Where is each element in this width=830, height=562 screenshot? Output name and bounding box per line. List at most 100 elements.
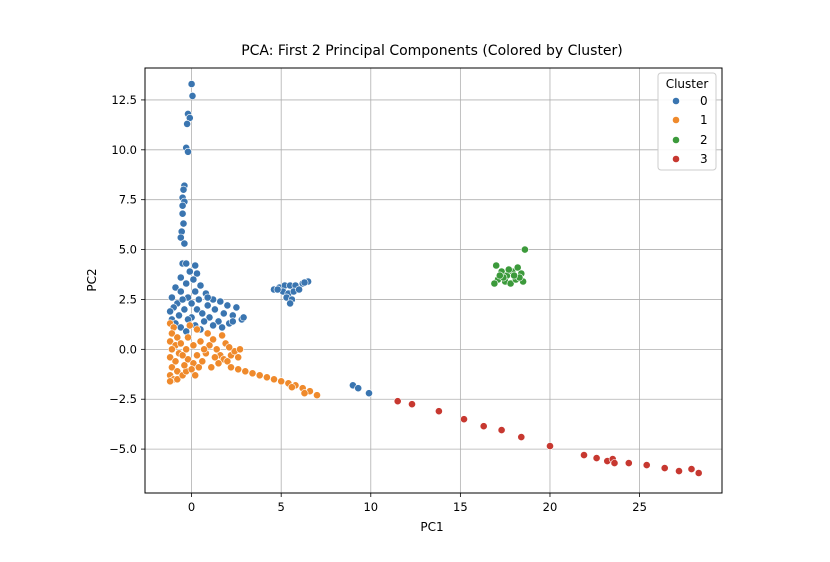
cluster-3-point bbox=[592, 454, 601, 462]
cluster-0-point bbox=[191, 261, 200, 270]
cluster-0-point bbox=[218, 323, 226, 332]
x-tick-label: 5 bbox=[278, 500, 285, 514]
cluster-1-point bbox=[166, 353, 174, 362]
cluster-0-point bbox=[205, 313, 214, 322]
cluster-1-point bbox=[184, 355, 192, 364]
y-tick-label: 5.0 bbox=[119, 243, 137, 257]
cluster-0-point bbox=[232, 303, 241, 312]
cluster-3-point bbox=[687, 465, 696, 473]
cluster-0-point bbox=[179, 185, 188, 194]
cluster-0-point bbox=[193, 269, 201, 278]
y-axis-title: PC2 bbox=[85, 268, 99, 291]
cluster-0-point bbox=[239, 313, 248, 322]
y-tick-label: −2.5 bbox=[109, 392, 137, 406]
cluster-2-point bbox=[504, 265, 513, 274]
cluster-0-point bbox=[203, 301, 212, 310]
cluster-2-point bbox=[506, 279, 515, 288]
cluster-1-point bbox=[189, 341, 198, 350]
legend-title: Cluster bbox=[666, 77, 709, 91]
legend-marker-2 bbox=[672, 136, 680, 144]
cluster-3-point bbox=[624, 459, 633, 467]
cluster-0-point bbox=[187, 80, 196, 88]
cluster-3-point bbox=[546, 442, 554, 450]
cluster-0-point bbox=[171, 283, 180, 292]
cluster-0-point bbox=[219, 309, 228, 318]
x-tick-label: 15 bbox=[453, 500, 468, 514]
cluster-1-point bbox=[255, 371, 264, 380]
cluster-1-point bbox=[212, 345, 221, 354]
y-tick-label: 0.0 bbox=[119, 342, 137, 356]
cluster-1-point bbox=[200, 345, 208, 354]
cluster-0-point bbox=[295, 285, 303, 294]
cluster-2-point bbox=[492, 261, 501, 270]
cluster-3-point bbox=[393, 397, 402, 406]
cluster-0-point bbox=[300, 278, 309, 287]
y-tick-label: −5.0 bbox=[109, 442, 137, 456]
cluster-2-point bbox=[521, 245, 529, 254]
legend-label-2: 2 bbox=[700, 133, 708, 147]
legend-label-1: 1 bbox=[700, 113, 708, 127]
cluster-1-point bbox=[198, 357, 207, 366]
cluster-1-point bbox=[223, 357, 232, 366]
cluster-0-point bbox=[214, 317, 223, 326]
x-tick-label: 10 bbox=[363, 500, 378, 514]
cluster-0-point bbox=[223, 301, 232, 310]
cluster-1-point bbox=[214, 359, 223, 368]
cluster-1-point bbox=[300, 389, 309, 398]
cluster-3-point bbox=[497, 426, 506, 434]
cluster-1-point bbox=[225, 343, 234, 352]
cluster-1-point bbox=[166, 377, 174, 386]
cluster-3-point bbox=[434, 407, 443, 416]
cluster-1-point bbox=[167, 345, 176, 354]
cluster-0-point bbox=[175, 311, 183, 320]
cluster-0-point bbox=[178, 201, 187, 210]
cluster-0-point bbox=[176, 273, 185, 282]
cluster-3-point bbox=[642, 461, 651, 469]
cluster-0-point bbox=[176, 287, 185, 296]
cluster-0-point bbox=[354, 384, 363, 393]
y-tick-label: 10.0 bbox=[111, 143, 137, 157]
cluster-0-point bbox=[191, 287, 200, 296]
legend-marker-0 bbox=[672, 97, 680, 105]
cluster-1-point bbox=[203, 329, 212, 338]
cluster-1-point bbox=[185, 321, 194, 330]
x-tick-label: 20 bbox=[543, 500, 558, 514]
cluster-0-point bbox=[193, 305, 201, 314]
cluster-3-point bbox=[460, 415, 468, 424]
cluster-0-point bbox=[286, 299, 294, 308]
cluster-2-point bbox=[490, 279, 499, 288]
cluster-1-point bbox=[209, 335, 217, 344]
cluster-0-point bbox=[185, 267, 194, 276]
cluster-1-point bbox=[173, 333, 182, 342]
cluster-1-point bbox=[171, 357, 180, 366]
chart-title: PCA: First 2 Principal Components (Color… bbox=[241, 43, 623, 59]
cluster-3-point bbox=[610, 459, 619, 467]
y-tick-label: 12.5 bbox=[111, 93, 137, 107]
cluster-1-point bbox=[173, 375, 182, 384]
cluster-1-point bbox=[210, 353, 219, 362]
cluster-0-point bbox=[365, 389, 373, 398]
y-tick-label: 2.5 bbox=[119, 292, 137, 306]
x-axis-title: PC1 bbox=[420, 520, 443, 534]
cluster-1-point bbox=[187, 365, 196, 374]
cluster-1-point bbox=[167, 329, 176, 338]
cluster-0-point bbox=[273, 285, 282, 294]
x-tick-label: 0 bbox=[188, 500, 195, 514]
cluster-1-point bbox=[236, 345, 244, 354]
cluster-1-point bbox=[173, 367, 182, 376]
cluster-0-point bbox=[183, 120, 191, 128]
cluster-1-point bbox=[313, 391, 321, 400]
cluster-1-point bbox=[191, 371, 200, 380]
cluster-1-point bbox=[227, 363, 235, 372]
cluster-2-point bbox=[513, 263, 522, 272]
cluster-2-point bbox=[495, 271, 504, 280]
cluster-0-point bbox=[166, 307, 174, 316]
cluster-3-point bbox=[479, 422, 488, 431]
plot-area-frame bbox=[144, 67, 723, 494]
legend-label-0: 0 bbox=[700, 94, 708, 108]
cluster-1-point bbox=[178, 351, 187, 360]
cluster-0-point bbox=[189, 275, 198, 284]
cluster-3-point bbox=[694, 469, 703, 477]
cluster-1-point bbox=[270, 375, 278, 384]
